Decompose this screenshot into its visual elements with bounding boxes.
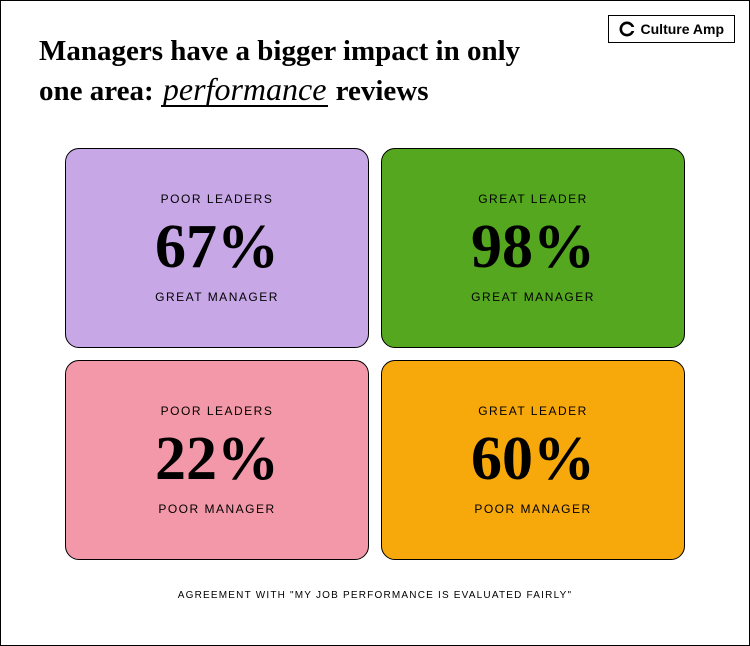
card-value: 67% — [155, 216, 279, 278]
stat-card: POOR LEADERS 22% POOR MANAGER — [65, 360, 369, 560]
card-value: 22% — [155, 428, 279, 490]
brand-logo-icon — [619, 21, 635, 37]
card-value: 98% — [471, 216, 595, 278]
infographic-canvas: Culture Amp Managers have a bigger impac… — [0, 0, 750, 646]
title-emphasis: performance — [161, 69, 329, 109]
footnote: AGREEMENT WITH "MY JOB PERFORMANCE IS EV… — [39, 590, 711, 601]
card-top-label: POOR LEADERS — [161, 404, 274, 418]
brand-badge: Culture Amp — [608, 15, 735, 43]
card-top-label: POOR LEADERS — [161, 192, 274, 206]
card-value: 60% — [471, 428, 595, 490]
card-bottom-label: GREAT MANAGER — [155, 290, 279, 304]
card-bottom-label: POOR MANAGER — [474, 502, 591, 516]
card-grid: POOR LEADERS 67% GREAT MANAGER GREAT LEA… — [65, 148, 685, 560]
card-bottom-label: POOR MANAGER — [158, 502, 275, 516]
card-bottom-label: GREAT MANAGER — [471, 290, 595, 304]
title-suffix: reviews — [328, 75, 428, 107]
card-top-label: GREAT LEADER — [478, 192, 588, 206]
card-top-label: GREAT LEADER — [478, 404, 588, 418]
stat-card: GREAT LEADER 98% GREAT MANAGER — [381, 148, 685, 348]
page-title: Managers have a bigger impact in only on… — [39, 33, 559, 110]
brand-name: Culture Amp — [641, 21, 724, 37]
stat-card: POOR LEADERS 67% GREAT MANAGER — [65, 148, 369, 348]
stat-card: GREAT LEADER 60% POOR MANAGER — [381, 360, 685, 560]
